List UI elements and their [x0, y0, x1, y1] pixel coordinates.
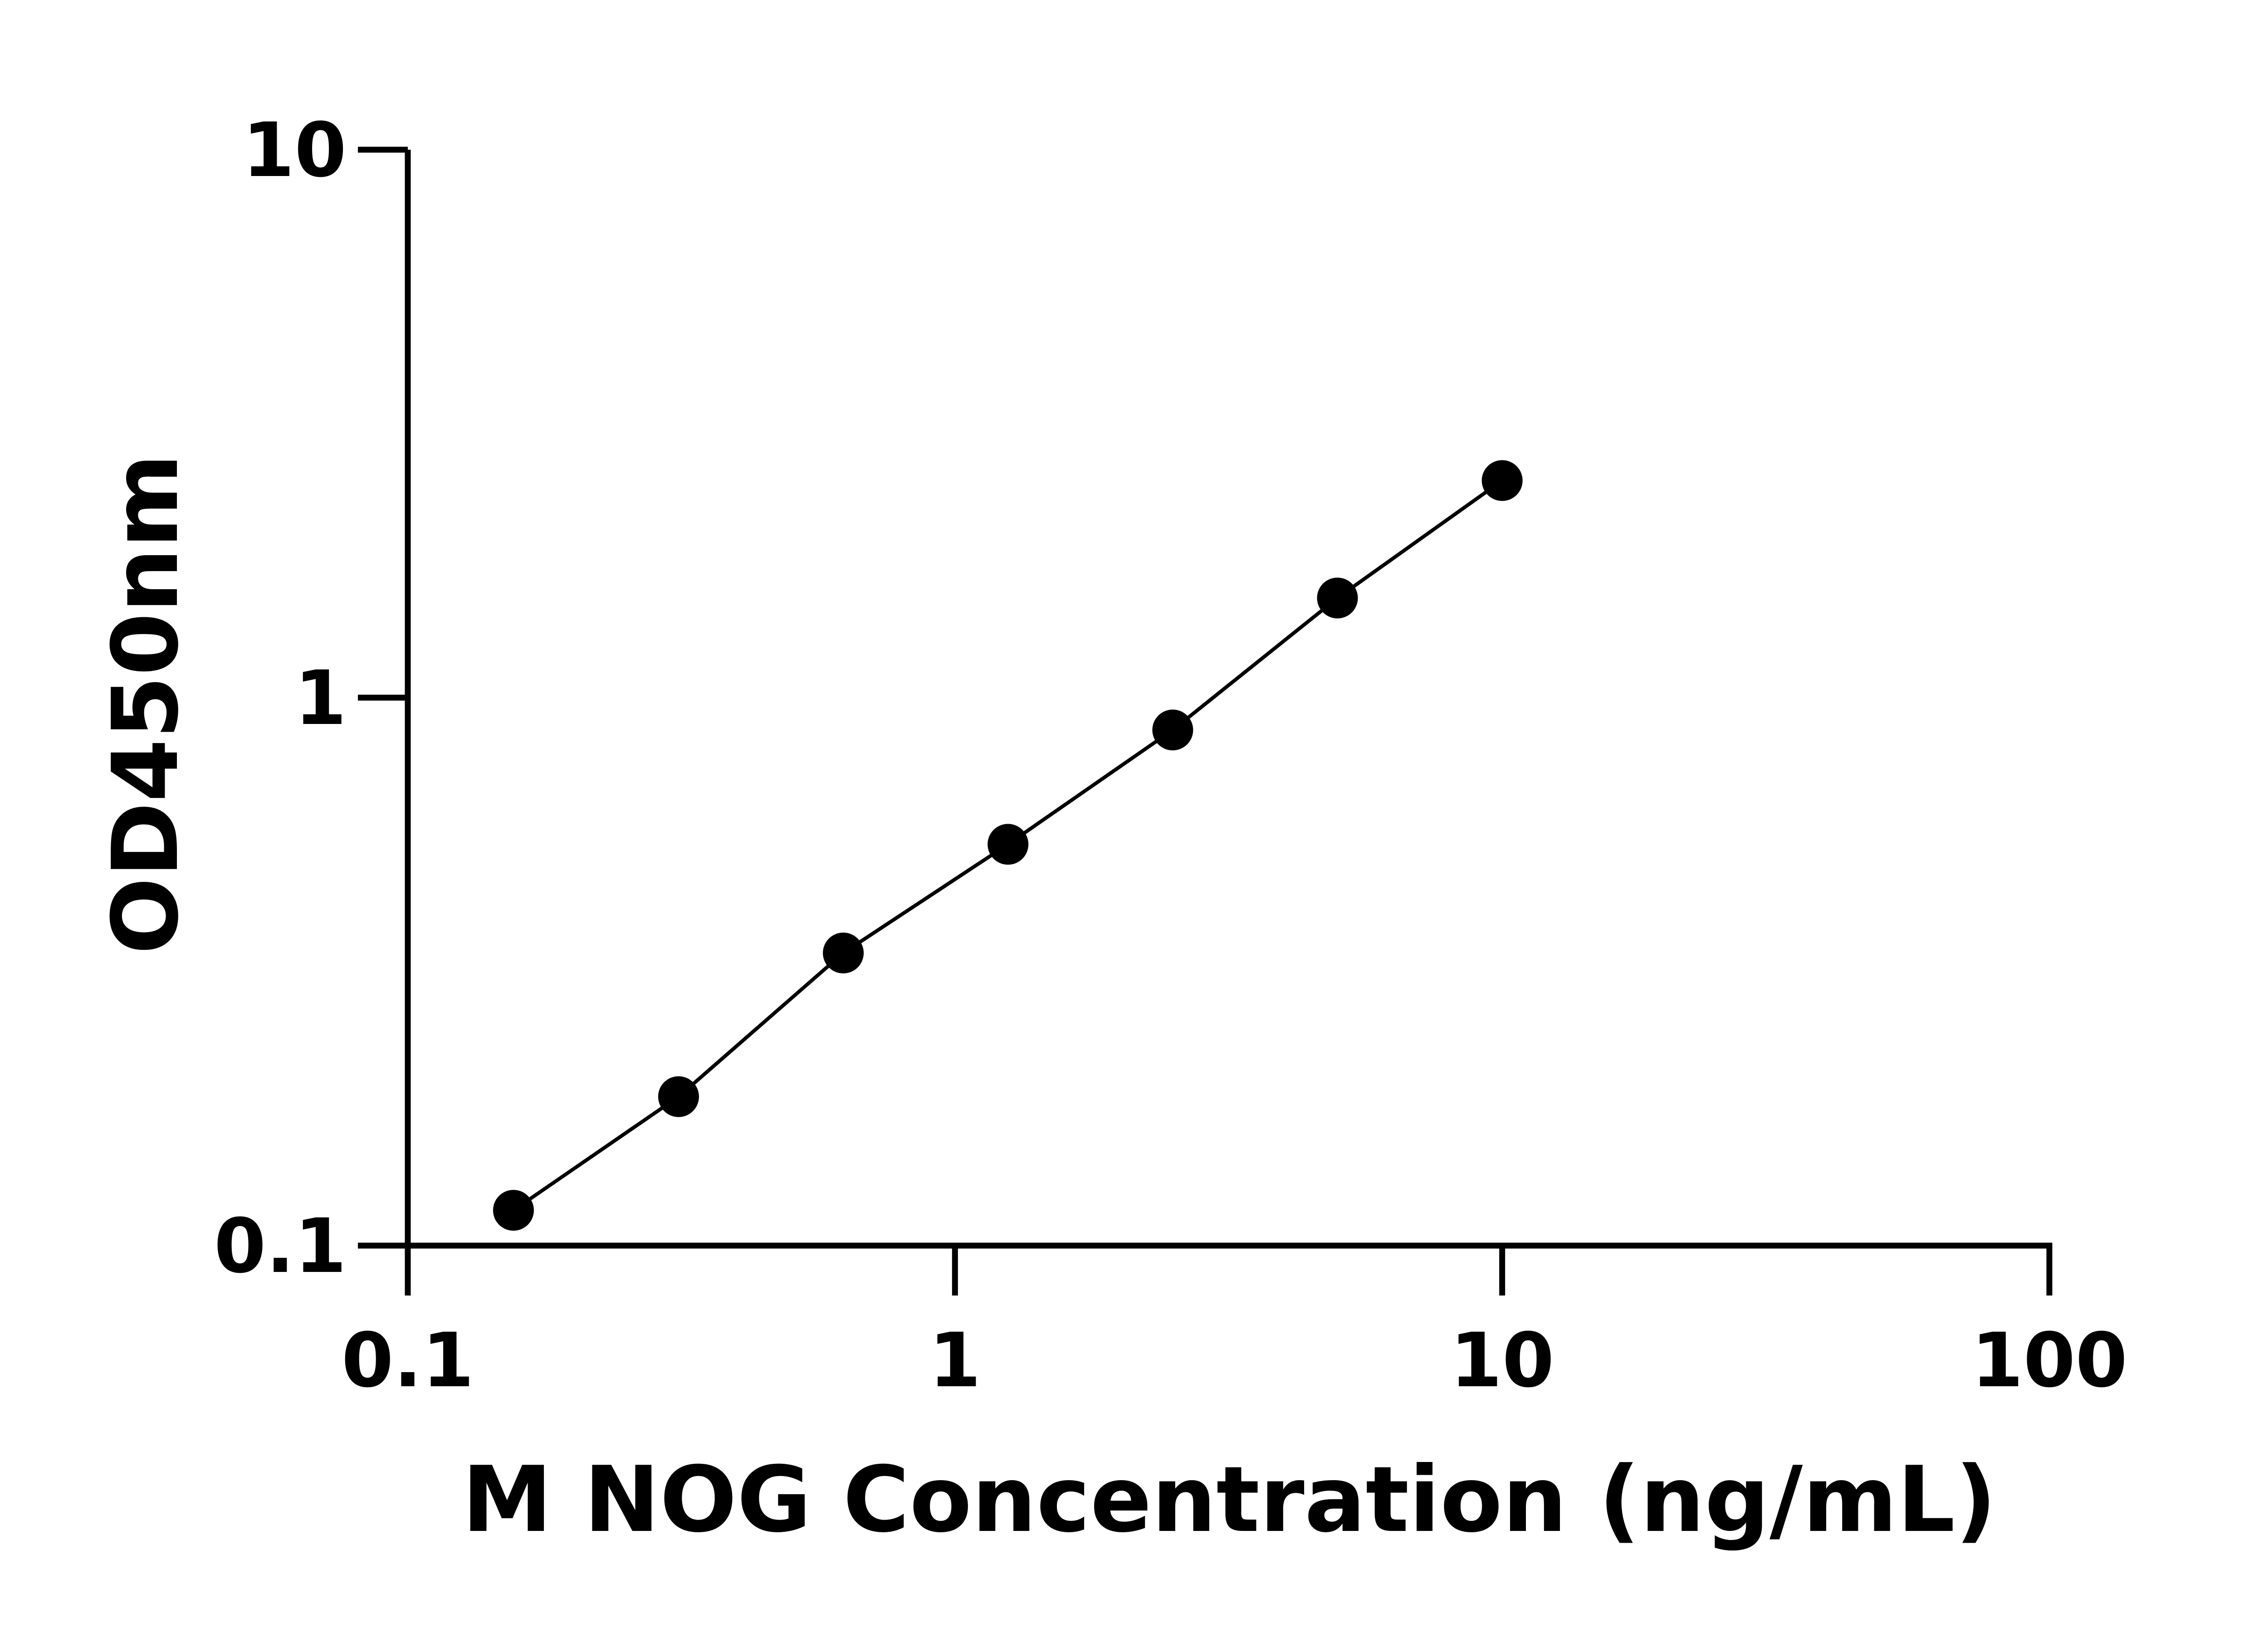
- data-point: [658, 1076, 699, 1117]
- y-tick-label: 10: [242, 107, 347, 194]
- y-axis-label: OD450nm: [93, 454, 199, 954]
- x-tick-label: 100: [1971, 1317, 2127, 1404]
- y-tick-label: 1: [294, 655, 347, 742]
- data-point: [1317, 577, 1358, 619]
- data-point: [1481, 460, 1523, 501]
- x-tick-label: 10: [1450, 1317, 1554, 1404]
- data-point: [1152, 709, 1193, 751]
- x-axis-label: M NOG Concentration (ng/mL): [462, 1447, 1996, 1553]
- data-point: [823, 932, 864, 973]
- x-tick-label: 1: [929, 1317, 981, 1404]
- plot-area: 0.1 1 10 100 0.1 1 10: [214, 107, 2128, 1404]
- x-tick-label: 0.1: [342, 1317, 474, 1404]
- data-point: [493, 1190, 534, 1231]
- y-tick-label: 0.1: [214, 1203, 347, 1290]
- data-point: [987, 824, 1029, 865]
